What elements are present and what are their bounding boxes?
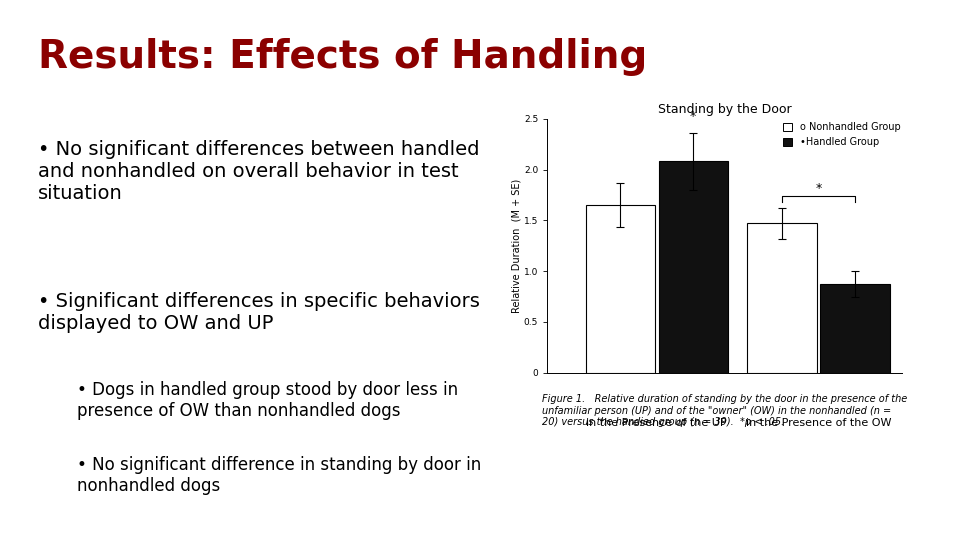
- Text: in the Presence of the UP: in the Presence of the UP: [587, 418, 727, 428]
- Bar: [586, 205, 655, 373]
- Text: • Dogs in handled group stood by door less in
presence of OW than nonhandled dog: • Dogs in handled group stood by door le…: [77, 381, 458, 420]
- Text: *: *: [690, 110, 696, 123]
- Bar: [747, 224, 817, 373]
- Text: • Significant differences in specific behaviors
displayed to OW and UP: • Significant differences in specific be…: [38, 292, 480, 333]
- Legend: o Nonhandled Group, •Handled Group: o Nonhandled Group, •Handled Group: [780, 119, 904, 151]
- Bar: [820, 284, 890, 373]
- Text: • No significant differences between handled
and nonhandled on overall behavior : • No significant differences between han…: [38, 140, 480, 204]
- Text: • No significant difference in standing by door in
nonhandled dogs: • No significant difference in standing …: [77, 456, 481, 495]
- Y-axis label: Relative Duration  (M + SE): Relative Duration (M + SE): [511, 179, 521, 313]
- Bar: [659, 161, 728, 373]
- Title: Standing by the Door: Standing by the Door: [658, 103, 792, 116]
- Text: in the Presence of the OW: in the Presence of the OW: [746, 418, 891, 428]
- Text: Results: Effects of Handling: Results: Effects of Handling: [38, 38, 648, 76]
- Text: Figure 1.   Relative duration of standing by the door in the presence of the
unf: Figure 1. Relative duration of standing …: [542, 394, 907, 427]
- Text: *: *: [815, 182, 822, 195]
